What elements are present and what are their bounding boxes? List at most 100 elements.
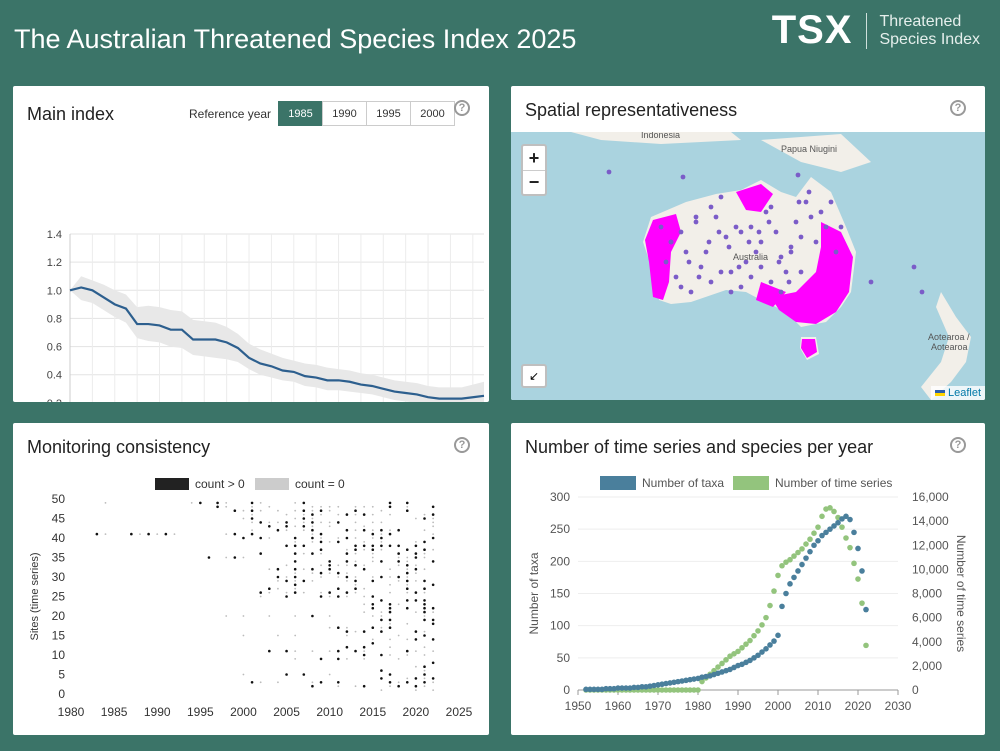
- site-point-zero: [104, 502, 107, 504]
- timeseries-card: Number of time series and species per ye…: [511, 423, 985, 735]
- brand[interactable]: TSX Threatened Species Index: [772, 8, 980, 53]
- site-point-zero: [406, 583, 409, 586]
- site-point-positive: [423, 599, 426, 602]
- x-tick-label: 1985: [101, 705, 128, 719]
- site-point-positive: [362, 513, 366, 516]
- site-point-zero: [337, 576, 340, 578]
- site-point-zero: [346, 595, 348, 598]
- help-icon[interactable]: ?: [454, 437, 470, 453]
- site-dot: [763, 209, 769, 215]
- legend-swatch-taxa: [600, 476, 636, 490]
- taxa-point: [815, 537, 821, 544]
- site-point-positive: [336, 571, 340, 575]
- y-left-tick-label: 300: [550, 490, 570, 504]
- site-point-zero: [423, 677, 426, 680]
- site-point-zero: [414, 517, 417, 520]
- site-point-positive: [405, 548, 409, 551]
- site-point-zero: [397, 634, 400, 637]
- site-point-zero: [268, 505, 271, 508]
- site-point-positive: [233, 509, 237, 512]
- coverage-east: [771, 222, 853, 324]
- site-point-zero: [285, 529, 288, 532]
- site-point-zero: [389, 638, 391, 641]
- site-point-positive: [414, 591, 418, 594]
- site-point-positive: [293, 591, 297, 594]
- site-point-zero: [346, 626, 348, 629]
- expand-button[interactable]: ↙: [521, 364, 547, 388]
- site-point-positive: [423, 603, 426, 606]
- site-point-zero: [294, 541, 297, 543]
- site-dot: [796, 199, 802, 205]
- site-dot: [911, 264, 917, 270]
- help-icon[interactable]: ?: [950, 437, 966, 453]
- site-dot: [919, 289, 925, 295]
- site-point-positive: [405, 587, 409, 590]
- site-point-zero: [302, 529, 305, 532]
- site-point-zero: [423, 591, 426, 594]
- site-point-zero: [173, 533, 176, 535]
- site-point-positive: [380, 618, 383, 622]
- site-point-zero: [328, 541, 331, 543]
- map-view[interactable]: Indonesia Papua Niugini Australia Aotear…: [511, 132, 985, 400]
- site-dot: [806, 189, 812, 195]
- site-point-positive: [311, 528, 314, 532]
- map-attribution[interactable]: Leaflet: [930, 386, 985, 400]
- taxa-point: [803, 555, 809, 561]
- zoom-out-button[interactable]: −: [523, 170, 545, 194]
- site-point-zero: [346, 580, 348, 582]
- taxa-point: [595, 686, 601, 693]
- label-australia: Australia: [733, 252, 769, 262]
- site-point-zero: [432, 525, 435, 528]
- taxa-point: [791, 574, 797, 581]
- site-dot: [738, 229, 744, 235]
- site-point-zero: [242, 517, 245, 520]
- site-point-zero: [311, 517, 314, 520]
- site-point-positive: [405, 599, 409, 602]
- site-dot: [706, 239, 712, 245]
- site-point-zero: [225, 505, 228, 508]
- site-point-positive: [388, 673, 392, 676]
- site-point-zero: [242, 509, 245, 512]
- site-point-zero: [380, 615, 383, 617]
- site-point-zero: [354, 591, 357, 594]
- zoom-in-button[interactable]: +: [528, 147, 540, 168]
- site-dot: [738, 284, 744, 290]
- site-point-positive: [345, 591, 349, 594]
- site-dots: [606, 169, 925, 295]
- site-point-zero: [371, 552, 374, 555]
- site-point-positive: [371, 579, 375, 583]
- site-point-positive: [388, 603, 392, 606]
- ref-year-2000-button[interactable]: 2000: [410, 101, 456, 126]
- site-point-zero: [328, 505, 331, 508]
- site-dot: [673, 274, 679, 280]
- site-point-positive: [431, 618, 435, 622]
- site-point-zero: [432, 517, 435, 520]
- site-point-positive: [405, 606, 409, 610]
- site-point-positive: [354, 544, 357, 548]
- ref-year-1995-button[interactable]: 1995: [366, 101, 412, 126]
- ref-year-1985-button[interactable]: 1985: [278, 101, 324, 126]
- site-dot: [733, 224, 739, 230]
- y-tick-label: 10: [52, 648, 66, 662]
- site-point-positive: [259, 536, 262, 540]
- coverage-north: [736, 184, 773, 212]
- taxa-point: [787, 581, 793, 587]
- site-point-positive: [405, 564, 409, 567]
- help-icon[interactable]: ?: [950, 100, 966, 116]
- site-point-positive: [319, 681, 323, 684]
- site-point-zero: [363, 603, 366, 606]
- site-point-positive: [328, 564, 331, 567]
- site-point-zero: [406, 556, 409, 559]
- help-icon[interactable]: ?: [454, 100, 470, 116]
- site-dot: [743, 259, 749, 265]
- timeseries-title: Number of time series and species per ye…: [525, 437, 874, 457]
- site-point-positive: [405, 509, 409, 512]
- site-point-positive: [319, 657, 323, 661]
- site-point-positive: [423, 540, 426, 544]
- site-point-positive: [207, 556, 211, 559]
- site-point-positive: [371, 642, 375, 645]
- site-point-zero: [432, 650, 435, 652]
- leaflet-link[interactable]: Leaflet: [947, 387, 981, 399]
- y-tick-label: 50: [52, 492, 66, 506]
- y-tick-label: 25: [52, 590, 66, 604]
